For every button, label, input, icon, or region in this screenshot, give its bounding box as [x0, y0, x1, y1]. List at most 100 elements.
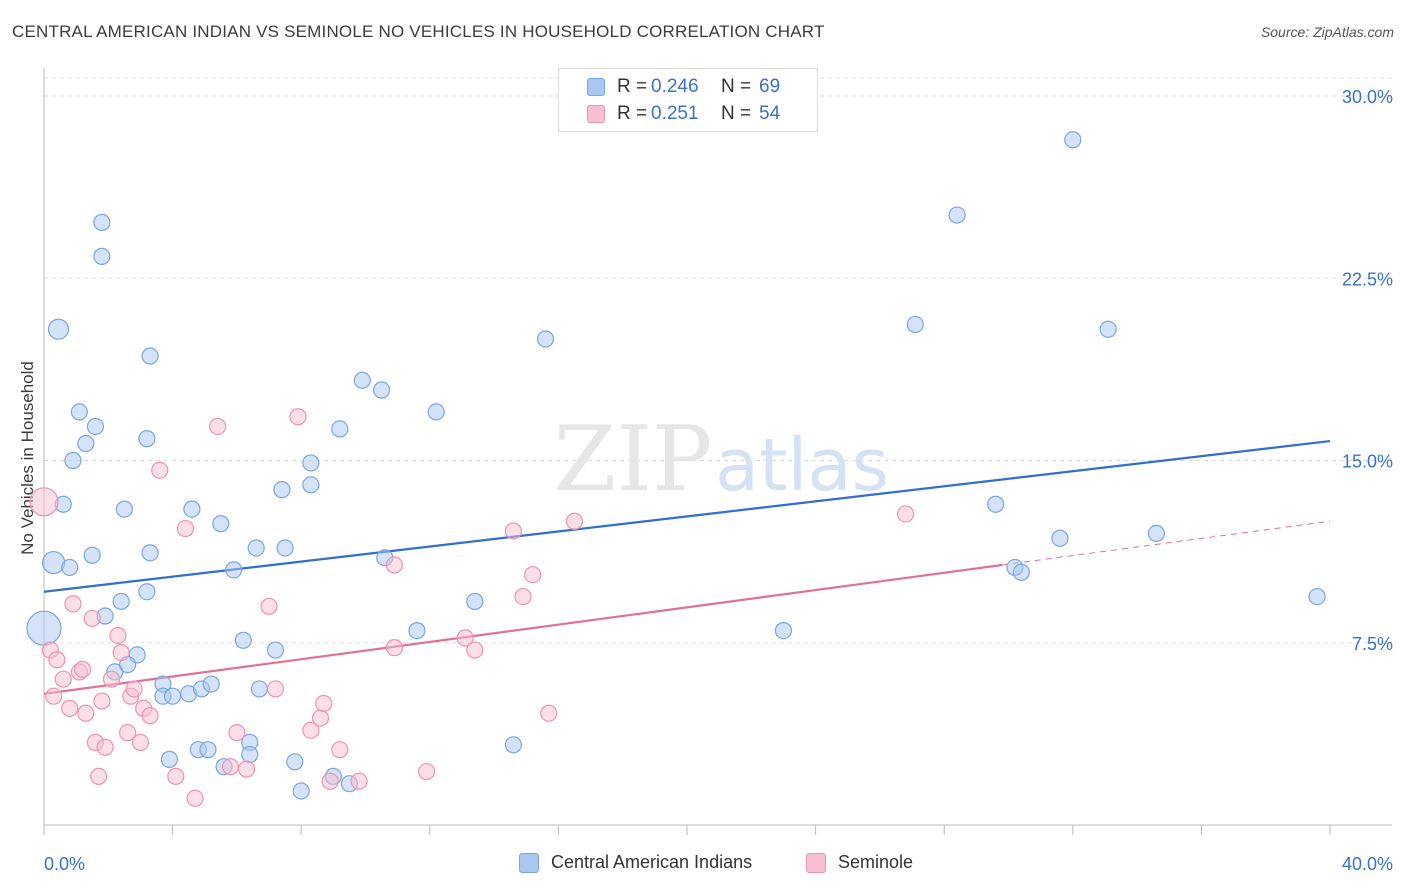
- point-central-american: [83, 546, 101, 564]
- point-central-american: [466, 592, 484, 611]
- point-central-american: [86, 417, 105, 436]
- watermark-zip: ZIP: [554, 407, 713, 512]
- point-central-american: [64, 451, 82, 470]
- series-label: Central American Indians: [551, 852, 753, 872]
- point-central-american: [112, 592, 130, 611]
- legend-r-label: R =: [617, 103, 648, 124]
- point-central-american: [160, 750, 178, 768]
- point-central-american: [241, 745, 259, 764]
- point-central-american: [408, 621, 426, 640]
- point-central-american: [138, 430, 156, 448]
- point-central-american: [47, 318, 70, 340]
- point-central-american: [93, 247, 111, 265]
- point-central-american: [199, 741, 217, 759]
- point-central-american: [234, 631, 252, 649]
- data-points: [26, 131, 1326, 807]
- point-central-american: [273, 481, 291, 499]
- point-seminole: [456, 629, 474, 647]
- series-swatch-blue: [519, 852, 539, 873]
- point-seminole: [221, 758, 240, 776]
- point-seminole: [125, 680, 143, 698]
- watermark-atlas: atlas: [715, 423, 889, 507]
- point-seminole: [112, 643, 130, 662]
- point-seminole: [209, 417, 227, 436]
- point-central-american: [26, 610, 62, 646]
- point-seminole: [260, 597, 278, 615]
- point-central-american: [266, 641, 285, 659]
- point-seminole: [48, 651, 66, 669]
- x-tick-label-min: 0.0%: [44, 854, 85, 874]
- point-central-american: [225, 561, 243, 579]
- point-seminole: [524, 566, 542, 584]
- point-central-american: [247, 539, 265, 557]
- point-seminole: [45, 687, 63, 705]
- point-central-american: [115, 500, 133, 518]
- trend-line-extension: [1002, 520, 1331, 566]
- point-central-american: [183, 500, 201, 518]
- point-seminole: [96, 738, 114, 756]
- point-seminole: [321, 772, 339, 790]
- series-label: Seminole: [838, 852, 914, 872]
- trend-line-central-american: [43, 439, 1331, 593]
- point-seminole: [385, 556, 404, 574]
- point-seminole: [186, 789, 204, 807]
- point-central-american: [70, 403, 88, 421]
- point-seminole: [331, 741, 349, 759]
- point-seminole: [237, 760, 256, 778]
- legend-swatch-pink: [587, 105, 605, 123]
- point-seminole: [540, 704, 558, 722]
- point-central-american: [1012, 563, 1030, 581]
- point-seminole: [565, 512, 584, 530]
- point-seminole: [167, 767, 185, 786]
- point-central-american: [427, 403, 445, 421]
- point-central-american: [286, 753, 304, 771]
- point-central-american: [372, 381, 391, 399]
- correlation-legend: R = 0.246 N = 69 R = 0.251 N = 54: [558, 68, 818, 132]
- point-seminole: [118, 724, 137, 742]
- point-seminole: [897, 505, 915, 523]
- point-central-american: [1099, 320, 1117, 338]
- point-seminole: [54, 670, 72, 688]
- point-seminole: [93, 692, 111, 710]
- point-seminole: [77, 704, 95, 722]
- series-legend: Central American Indians Seminole: [0, 852, 1406, 878]
- point-central-american: [302, 454, 320, 472]
- chart-title: CENTRAL AMERICAN INDIAN VS SEMINOLE NO V…: [12, 22, 825, 41]
- y-tick-label: 7.5%: [1352, 634, 1393, 654]
- point-seminole: [466, 641, 484, 659]
- point-seminole: [61, 699, 79, 717]
- point-seminole: [151, 461, 169, 479]
- point-central-american: [77, 434, 95, 453]
- point-central-american: [93, 213, 111, 231]
- point-seminole: [514, 587, 532, 606]
- legend-row-seminole: R = 0.251 N = 54: [587, 102, 780, 126]
- point-central-american: [141, 347, 159, 365]
- legend-r-value: 0.251: [651, 103, 699, 124]
- series-swatch-pink: [806, 852, 826, 873]
- point-seminole: [289, 408, 307, 426]
- y-tick-label: 22.5%: [1342, 269, 1393, 289]
- point-central-american: [302, 476, 320, 494]
- point-central-american: [250, 680, 269, 698]
- point-seminole: [302, 721, 320, 739]
- point-seminole: [141, 707, 159, 725]
- point-central-american: [202, 675, 220, 693]
- series-legend-central-american[interactable]: Central American Indians: [519, 852, 752, 873]
- y-tick-label: 15.0%: [1342, 452, 1393, 472]
- source-credit: Source: ZipAtlas.com: [1260, 24, 1394, 40]
- trend-line-seminole: [43, 563, 1003, 695]
- tick-labels: 7.5% 15.0% 22.5% 30.0% 0.0% 40.0%: [44, 87, 1393, 874]
- point-seminole: [315, 694, 333, 713]
- point-central-american: [61, 558, 79, 577]
- legend-r-value: 0.246: [651, 76, 699, 97]
- point-seminole: [417, 762, 436, 781]
- series-legend-seminole[interactable]: Seminole: [806, 852, 913, 873]
- point-seminole: [29, 487, 59, 517]
- point-central-american: [353, 371, 371, 389]
- legend-n-value: 69: [759, 76, 781, 97]
- legend-n-label: N =: [721, 103, 752, 124]
- legend-n-label: N =: [721, 76, 752, 97]
- point-central-american: [331, 420, 349, 438]
- point-central-american: [948, 206, 966, 224]
